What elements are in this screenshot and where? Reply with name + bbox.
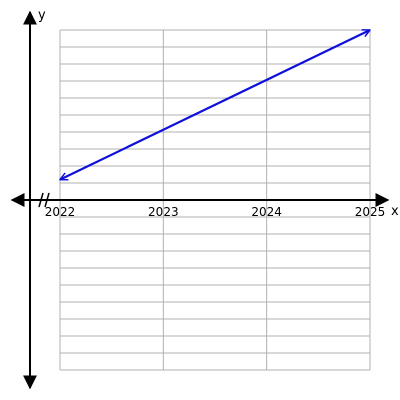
- series-line: [60, 29, 370, 181]
- x-tick-label: 2023: [148, 205, 179, 219]
- y-axis-label: y: [38, 8, 46, 23]
- x-axis-label: x: [391, 204, 399, 219]
- series-group: [60, 29, 370, 181]
- x-tick-label: 2025: [355, 205, 386, 219]
- axis-break-icon: [38, 192, 50, 208]
- x-tick-labels: 2022 2023 2024 2025: [45, 205, 386, 219]
- x-tick-label: 2022: [45, 205, 76, 219]
- x-tick-label: 2024: [251, 205, 282, 219]
